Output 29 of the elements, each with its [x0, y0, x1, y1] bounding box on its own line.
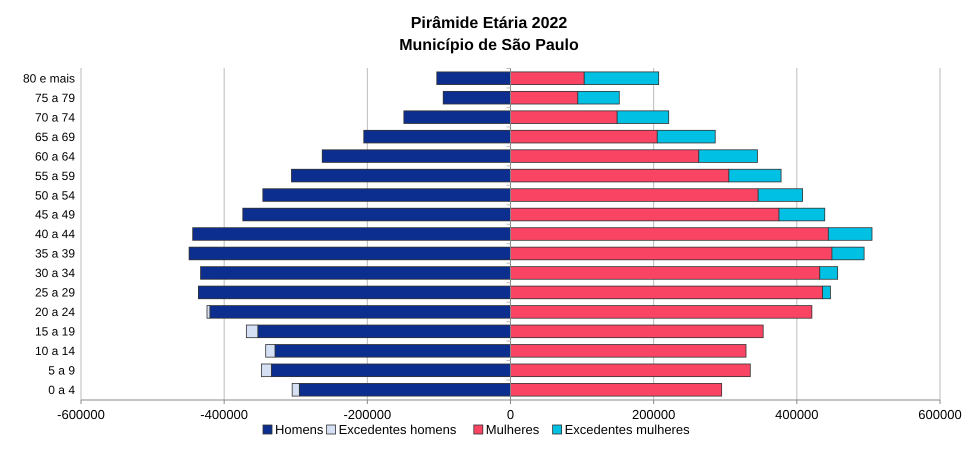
y-tick-label: 50 a 54 — [34, 188, 76, 202]
x-tick-label: -400000 — [200, 407, 248, 422]
x-tick-label: -600000 — [57, 407, 105, 422]
y-tick-label: 70 a 74 — [34, 110, 76, 124]
y-tick-label: 10 a 14 — [34, 344, 76, 358]
y-tick-label: 20 a 24 — [34, 305, 76, 320]
y-tick-label: 0 a 4 — [48, 382, 76, 397]
y-tick-label: 25 a 29 — [34, 286, 76, 300]
legend-label: Excedentes homens — [338, 422, 457, 437]
y-tick-label: 55 a 59 — [34, 168, 76, 183]
y-tick-label: 5 a 9 — [48, 364, 76, 378]
x-tick-label: -200000 — [343, 407, 392, 422]
chart-title: Pirâmide Etária 2022 Município de São Paulo — [399, 15, 580, 54]
y-tick-label: 80 e mais — [22, 71, 75, 86]
y-tick-label: 15 a 19 — [34, 324, 76, 339]
x-tick-label: 200000 — [632, 407, 676, 422]
y-tick-label: 75 a 79 — [34, 90, 76, 105]
y-tick-label: 45 a 49 — [34, 208, 76, 222]
y-tick-label: 30 a 34 — [34, 266, 76, 280]
y-tick-label: 65 a 69 — [34, 130, 76, 144]
x-tick-label: 400000 — [775, 407, 819, 422]
x-tick-label: 600000 — [918, 407, 962, 422]
legend-label: Homens — [275, 422, 324, 437]
x-tick-label: 0 — [506, 407, 514, 422]
legend-label: Excedentes mulheres — [564, 422, 690, 437]
legend-label: Mulheres — [486, 422, 540, 437]
y-tick-label: 35 a 39 — [34, 246, 76, 261]
y-tick-label: 60 a 64 — [34, 149, 76, 164]
y-tick-label: 40 a 44 — [34, 227, 76, 242]
